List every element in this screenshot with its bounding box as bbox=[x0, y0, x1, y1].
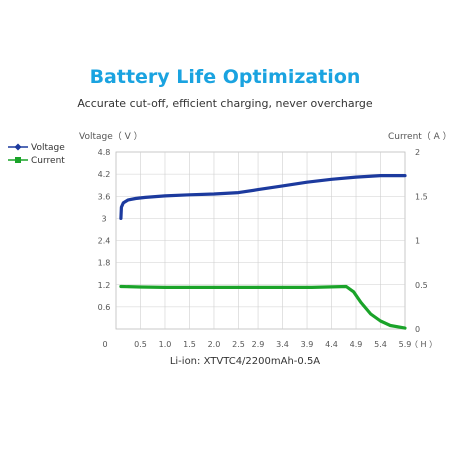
y-left-tick-label: 0.6 bbox=[98, 303, 111, 312]
legend-current-label: Current bbox=[31, 156, 65, 166]
y-right-tick-label: 1 bbox=[415, 237, 420, 246]
series-group bbox=[119, 174, 407, 330]
y-right-tick-label: 1.5 bbox=[415, 192, 428, 201]
x-tick-label: 2.5 bbox=[232, 340, 245, 349]
y-left-tick-label: 4.8 bbox=[98, 148, 111, 157]
x-tick-label: 5.4 bbox=[374, 340, 387, 349]
y-axis-right-title: Current（ A ） bbox=[388, 131, 450, 142]
y-right-tick-label: 0 bbox=[415, 325, 420, 334]
x-tick-label: 4.4 bbox=[325, 340, 338, 349]
x-tick-label: 1.5 bbox=[183, 340, 196, 349]
x-axis-unit-label: （ H ） bbox=[410, 340, 437, 349]
y-left-tick-label: 3 bbox=[101, 214, 106, 223]
chart-title: Battery Life Optimization bbox=[89, 66, 361, 88]
y-axis-right-ticks: 2 1.5 1 0.5 0 bbox=[415, 148, 428, 334]
x-tick-label: 2.9 bbox=[252, 340, 265, 349]
y-axis-left-title: Voltage（ V ） bbox=[79, 131, 143, 142]
y-left-tick-label: 1.2 bbox=[98, 281, 111, 290]
legend-voltage-label: Voltage bbox=[31, 143, 65, 153]
x-tick-label: 3.9 bbox=[301, 340, 314, 349]
y-right-tick-label: 2 bbox=[415, 148, 420, 157]
y-left-tick-label: 3.6 bbox=[98, 192, 111, 201]
grid bbox=[115, 151, 406, 330]
y-left-tick-label: 1.8 bbox=[98, 259, 111, 268]
chart-subtitle: Accurate cut-off, efficient charging, ne… bbox=[77, 97, 373, 110]
legend-current-marker bbox=[15, 157, 21, 163]
y-left-tick-label: 4.2 bbox=[98, 170, 111, 179]
x-tick-label: 0.5 bbox=[134, 340, 147, 349]
x-axis-origin-label: 0 bbox=[102, 340, 107, 349]
legend: Voltage Current bbox=[8, 143, 65, 166]
y-right-tick-label: 0.5 bbox=[415, 281, 428, 290]
x-tick-label: 4.9 bbox=[350, 340, 363, 349]
x-axis-ticks: 0.5 1.0 1.5 2.0 2.5 2.9 3.4 3.9 4.4 4.9 5.4 5.9 bbox=[134, 340, 411, 349]
series-line-current bbox=[119, 284, 407, 330]
x-tick-label: 2.0 bbox=[208, 340, 221, 349]
x-tick-label: 3.4 bbox=[276, 340, 289, 349]
series-line-voltage bbox=[119, 174, 407, 220]
legend-voltage-marker bbox=[14, 143, 22, 151]
y-left-tick-label: 2.4 bbox=[98, 237, 111, 246]
x-tick-label: 5.9 bbox=[399, 340, 412, 349]
chart-caption: Li-ion: XTVTC4/2200mAh-0.5A bbox=[169, 356, 321, 367]
x-tick-label: 1.0 bbox=[159, 340, 172, 349]
y-axis-left-ticks: 4.8 4.2 3.6 3 2.4 1.8 1.2 0.6 bbox=[98, 148, 111, 312]
